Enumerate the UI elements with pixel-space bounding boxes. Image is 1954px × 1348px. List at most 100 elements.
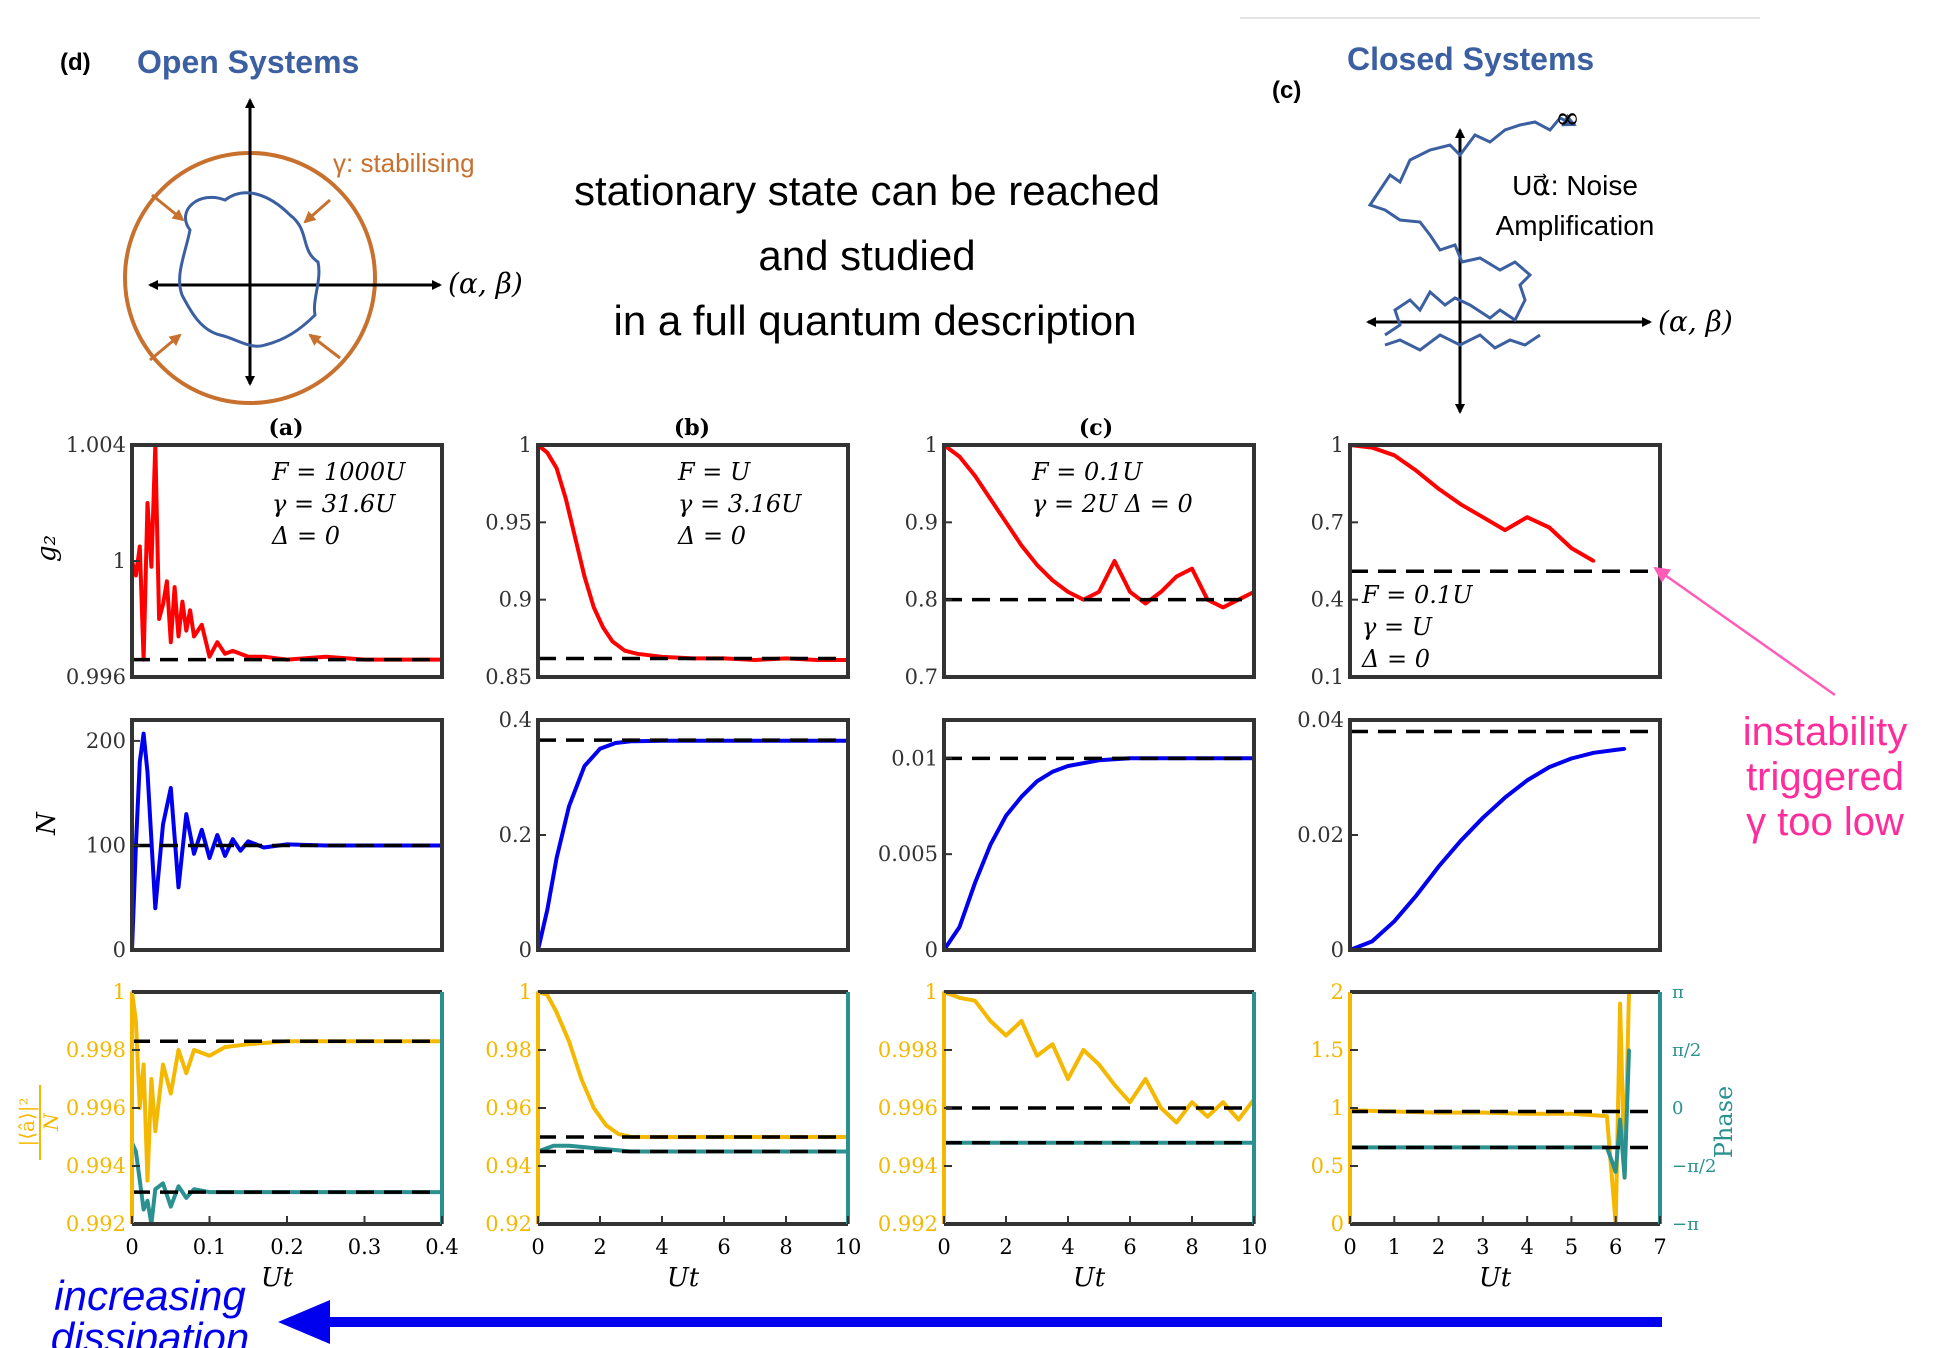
point-blue-N-c-5 — [1019, 795, 1024, 799]
point-teal-ratio-d-9 — [1623, 1176, 1627, 1180]
panel-g2-a: 0.996 1 1.004 F = 1000U γ = 31.6U Δ = 0 — [66, 433, 444, 689]
ytick-label-ratio-d-0: 0 — [1331, 1212, 1344, 1236]
ytick-label-ratio-c-1: 0.994 — [878, 1154, 938, 1178]
ytick-label-g2-d-0: 0.1 — [1311, 665, 1344, 689]
point-red-g2-b-2 — [555, 466, 559, 470]
point-blue-N-b-3 — [567, 804, 571, 808]
instability-annotation: instability triggered γ too low — [1653, 566, 1907, 844]
point-yellow-ratio-b-7 — [617, 1132, 621, 1136]
point-yellow-ratio-b-5 — [592, 1106, 596, 1110]
point-yellow-ratio-a-1 — [134, 1019, 138, 1023]
point-blue-N-d-9 — [1547, 765, 1551, 769]
point-red-g2-a-13 — [180, 600, 184, 604]
point-teal-ratio-a-4 — [145, 1199, 150, 1203]
point-blue-N-a-15 — [231, 837, 235, 841]
point-blue-N-b-2 — [555, 856, 559, 860]
right-ytick-label-ratio-d-4: −π — [1672, 1214, 1699, 1235]
point-yellow-ratio-a-6 — [153, 1129, 157, 1133]
point-yellow-ratio-b-2 — [555, 1010, 559, 1014]
point-blue-N-a-7 — [169, 786, 173, 790]
point-blue-N-d-5 — [1459, 839, 1463, 843]
point-red-g2-a-14 — [184, 629, 188, 633]
frame-g2-d — [1348, 443, 1662, 679]
point-teal-ratio-a-3 — [142, 1207, 146, 1212]
point-red-g2-b-11 — [648, 653, 652, 657]
point-yellow-ratio-c-11 — [1112, 1083, 1117, 1087]
point-red-g2-c-16 — [1190, 567, 1194, 571]
right-ytick-label-ratio-d-1: π/2 — [1672, 1040, 1701, 1061]
point-yellow-ratio-c-13 — [1143, 1077, 1148, 1081]
point-blue-N-a-13 — [215, 833, 219, 837]
open-axis-label: (α, β) — [448, 267, 523, 300]
point-red-g2-a-4 — [145, 501, 150, 505]
point-red-g2-d-9 — [1547, 525, 1551, 530]
infinity-label: ∞ — [1555, 101, 1580, 136]
param-g2-a-2: Δ = 0 — [271, 522, 340, 550]
point-blue-N-d-4 — [1437, 865, 1441, 869]
param-g2-d-2: Δ = 0 — [1361, 645, 1430, 673]
ytick-label-ratio-c-0: 0.992 — [878, 1212, 938, 1236]
point-yellow-ratio-c-5 — [1019, 1019, 1024, 1023]
ytick-label-g2-d-3: 1 — [1331, 433, 1344, 457]
dissipation-arrow-head — [278, 1300, 330, 1344]
ytick-label-N-b-0: 0 — [519, 938, 532, 962]
series-blue-N-a — [130, 731, 442, 951]
series-yellow-ratio-b — [537, 990, 848, 1139]
closed-systems-title: Closed Systems — [1347, 41, 1594, 77]
point-red-g2-b-8 — [610, 639, 615, 644]
point-red-g2-a-12 — [176, 634, 181, 639]
point-yellow-ratio-c-18 — [1221, 1100, 1225, 1104]
xtick-label-ratio-d-2: 2 — [1432, 1235, 1445, 1259]
point-blue-N-d-12 — [1614, 748, 1618, 752]
series-teal-ratio-a — [130, 1141, 442, 1226]
panel-title-c: (c) — [1079, 415, 1113, 441]
point-teal-ratio-d-3 — [1481, 1145, 1485, 1149]
open-noise-trajectory — [178, 191, 321, 348]
point-blue-N-d-8 — [1525, 778, 1529, 783]
point-teal-ratio-c-4 — [1190, 1141, 1194, 1145]
point-blue-N-c-11 — [1159, 756, 1163, 760]
xtick-label-ratio-c-1: 2 — [999, 1235, 1012, 1259]
point-yellow-ratio-c-6 — [1035, 1054, 1039, 1058]
point-blue-N-d-3 — [1414, 893, 1418, 898]
point-teal-ratio-d-10 — [1627, 1048, 1631, 1052]
ytick-label-N-c-0: 0 — [925, 938, 938, 962]
row-labels: g₂ N |⟨â⟩|² N Phase — [15, 535, 1738, 1160]
point-red-g2-a-25 — [324, 655, 328, 659]
point-yellow-ratio-c-17 — [1205, 1115, 1210, 1119]
stabilising-arrow-se — [308, 333, 341, 360]
point-red-g2-c-6 — [1035, 563, 1039, 567]
xtick-label-ratio-b-3: 6 — [717, 1235, 730, 1259]
point-red-g2-c-14 — [1159, 590, 1163, 594]
ytick-label-ratio-a-0: 0.992 — [66, 1212, 126, 1236]
param-g2-b-0: F = U — [677, 458, 751, 486]
right-ytick-label-ratio-d-0: π — [1672, 982, 1684, 1003]
ytick-label-N-a-1: 100 — [86, 833, 126, 857]
point-teal-ratio-a-6 — [153, 1187, 157, 1191]
panel-g2-d: 0.1 0.4 0.7 1 F = 0.1U γ = U Δ = 0 — [1311, 433, 1662, 689]
xtick-label-ratio-d-7: 7 — [1653, 1235, 1666, 1259]
ytick-label-ratio-b-0: 0.92 — [485, 1212, 532, 1236]
gamma-stabilising-label: γ: stabilising — [333, 148, 475, 178]
ytick-label-ratio-d-2: 1 — [1331, 1096, 1344, 1120]
xlabel-ratio-b: Ut — [667, 1263, 700, 1293]
point-yellow-ratio-a-12 — [207, 1054, 212, 1058]
point-red-g2-a-1 — [134, 573, 138, 578]
point-blue-N-c-7 — [1050, 770, 1055, 774]
point-blue-N-a-22 — [401, 843, 405, 848]
point-yellow-ratio-b-4 — [579, 1077, 584, 1081]
ytick-label-ratio-b-1: 0.94 — [485, 1154, 532, 1178]
point-teal-ratio-a-12 — [207, 1190, 212, 1194]
point-teal-ratio-d-5 — [1569, 1145, 1573, 1149]
point-yellow-ratio-b-6 — [604, 1123, 608, 1127]
point-blue-N-a-18 — [262, 845, 266, 850]
point-yellow-ratio-c-16 — [1190, 1100, 1194, 1104]
point-blue-N-b-11 — [784, 739, 788, 743]
center-line-1: stationary state can be reached — [574, 167, 1160, 214]
point-yellow-ratio-a-8 — [169, 1091, 173, 1096]
point-red-g2-a-18 — [207, 655, 212, 659]
point-teal-ratio-a-10 — [184, 1196, 188, 1200]
xtick-label-ratio-a-3: 0.3 — [348, 1235, 381, 1259]
